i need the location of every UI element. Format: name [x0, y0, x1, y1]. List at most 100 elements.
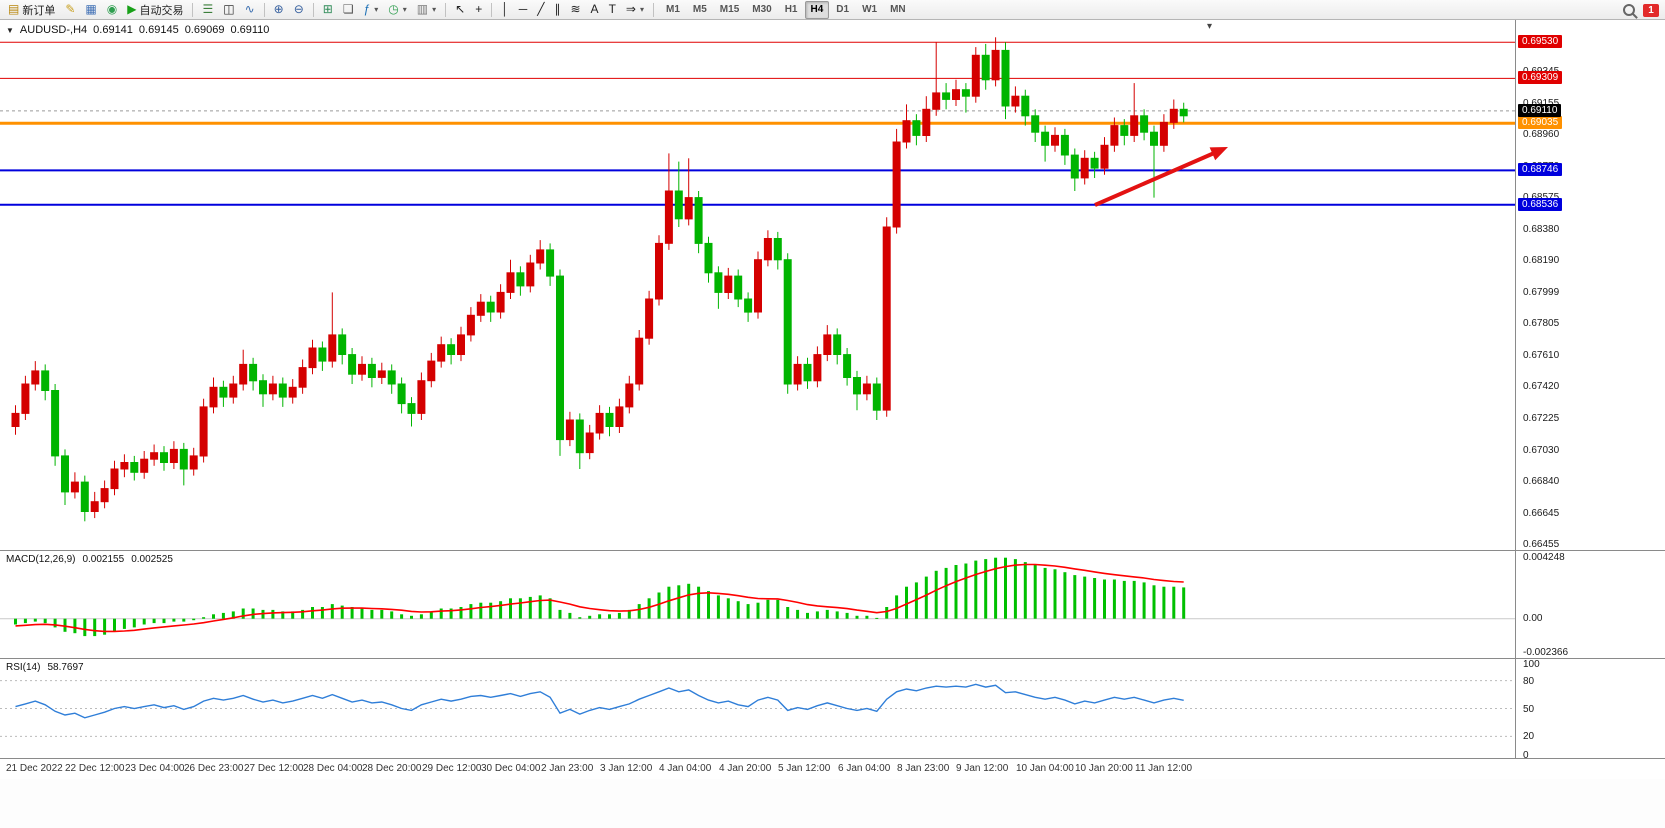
cursor-button[interactable]: ↖	[450, 0, 470, 19]
rsi-tick: 80	[1523, 676, 1535, 687]
chart-ohlc-info: ▼ AUDUSD-,H4 0.69141 0.69145 0.69069 0.6…	[6, 24, 269, 36]
templates-button[interactable]: ▥ ▾	[412, 0, 441, 19]
price-line-badge: 0.68746	[1518, 163, 1563, 176]
rsi-value: 58.7697	[47, 662, 84, 673]
time-label: 3 Jan 12:00	[600, 763, 653, 774]
price-tick: 0.67610	[1523, 350, 1560, 361]
time-label: 27 Dec 12:00	[244, 763, 304, 774]
time-label: 29 Dec 12:00	[422, 763, 482, 774]
cascade-windows-icon: ❏	[342, 2, 354, 16]
refresh-icon: ◉	[106, 2, 118, 16]
trendline-button[interactable]: ╱	[532, 0, 549, 19]
price-tick: 0.67225	[1523, 413, 1560, 424]
caret-down-icon: ▾	[639, 5, 644, 14]
metaeditor-button[interactable]: ✎	[60, 0, 80, 19]
chart-symbol-label: AUDUSD-,H4	[19, 24, 88, 36]
macd-tick: 0.004248	[1523, 552, 1565, 563]
timeframe-D1[interactable]: D1	[836, 3, 850, 15]
chart-area: ▼ AUDUSD-,H4 0.69141 0.69145 0.69069 0.6…	[0, 20, 1665, 828]
price-tick: 0.66840	[1523, 476, 1560, 487]
timeframe-MN[interactable]: MN	[890, 3, 906, 15]
timeframe-M30[interactable]: M30	[752, 3, 772, 15]
autotrading-button[interactable]: ▶ 自动交易	[122, 0, 188, 19]
time-label: 8 Jan 23:00	[897, 763, 950, 774]
one-click-trading-toggle[interactable]: ▼	[6, 25, 14, 35]
time-axis[interactable]: 21 Dec 2022 22 Dec 12:00 23 Dec 04:00 26 De…	[0, 758, 1665, 779]
periods-button[interactable]: ◷ ▾	[383, 0, 412, 19]
toolbar-separator	[491, 2, 493, 17]
current-price-badge: 0.69110	[1518, 104, 1562, 117]
zoom-out-button[interactable]: ⊖	[289, 0, 309, 19]
trendline-icon: ╱	[537, 2, 545, 16]
price-tick: 0.67999	[1523, 287, 1560, 298]
cursor-icon: ↖	[455, 2, 466, 16]
market-watch-button[interactable]: ▦	[80, 0, 101, 19]
timeframe-W1[interactable]: W1	[862, 3, 878, 15]
macd-chart[interactable]	[0, 551, 1515, 658]
timeframe-H4[interactable]: H4	[804, 0, 830, 19]
label-button[interactable]: T	[604, 0, 621, 19]
timeframe-M5[interactable]: M5	[692, 3, 707, 15]
price-tick: 0.66645	[1523, 508, 1560, 519]
channel-button[interactable]: ∥	[549, 0, 565, 19]
market-watch-icon: ▦	[85, 2, 97, 16]
toolbar: ▤ 新订单 ✎ ▦ ◉ ▶ 自动交易 ☰ ◫ ∿ ⊕ ⊖ ⊞ ❏ ƒ ▾ ◷ ▾ ▥ ▾ ↖ + │ ─ ╱ ∥ ≋ A T ⇒ ▾ M1 M5…	[0, 0, 1665, 20]
candlestick-chart[interactable]	[0, 20, 1515, 550]
toolbar-groups: ▤ 新订单 ✎ ▦ ◉ ▶ 自动交易 ☰ ◫ ∿ ⊕ ⊖ ⊞ ❏ ƒ ▾ ◷ ▾ ▥ ▾ ↖ + │ ─ ╱ ∥ ≋ A T ⇒ ▾ M1 M5…	[3, 0, 912, 19]
timeframe-toolbar: M1 M5 M15 M30 H1 H4 D1 W1 MN	[660, 0, 912, 19]
channel-icon: ∥	[554, 2, 561, 16]
horizontal-line-icon: ─	[518, 2, 528, 16]
time-label: 11 Jan 12:00	[1135, 763, 1193, 774]
price-line-badge: 0.69309	[1518, 71, 1563, 84]
timeframe-M1[interactable]: M1	[665, 3, 680, 15]
time-label: 6 Jan 04:00	[838, 763, 891, 774]
search-icon[interactable]	[1623, 4, 1635, 16]
fibonacci-button[interactable]: ≋	[565, 0, 585, 19]
text-button[interactable]: A	[586, 0, 604, 19]
rsi-tick: 100	[1523, 659, 1540, 670]
time-label: 28 Dec 20:00	[362, 763, 422, 774]
horizontal-line-button[interactable]: ─	[514, 0, 533, 19]
rsi-panel: RSI(14) 58.7697 100 80 50 20 0	[0, 658, 1665, 761]
refresh-button[interactable]: ◉	[102, 0, 122, 19]
chart-high-value: 0.69145	[138, 24, 179, 36]
timeframe-M15[interactable]: M15	[719, 3, 740, 15]
tile-windows-button[interactable]: ⊞	[318, 0, 338, 19]
new-order-button[interactable]: ▤ 新订单	[3, 0, 60, 19]
price-tick: 0.67805	[1523, 318, 1560, 329]
candlestick-icon: ◫	[223, 2, 235, 16]
label-icon: T	[608, 2, 616, 16]
time-label: 5 Jan 12:00	[778, 763, 831, 774]
indicators-button[interactable]: ƒ ▾	[359, 0, 384, 19]
price-tick: 0.67030	[1523, 445, 1560, 456]
crosshair-button[interactable]: +	[470, 0, 487, 19]
time-label: 4 Jan 04:00	[659, 763, 712, 774]
rsi-chart[interactable]	[0, 659, 1515, 758]
timeframe-H1[interactable]: H1	[784, 3, 798, 15]
rsi-name: RSI(14)	[6, 662, 41, 673]
rsi-tick: 50	[1523, 704, 1535, 715]
line-chart-button[interactable]: ∿	[240, 0, 260, 19]
macd-label: MACD(12,26,9) 0.002155 0.002525	[6, 554, 173, 565]
notification-badge[interactable]: 1	[1643, 3, 1659, 17]
arrow-tool-icon: ⇒	[625, 2, 636, 16]
time-label: 22 Dec 12:00	[65, 763, 125, 774]
vertical-line-icon: │	[501, 2, 509, 16]
zoom-out-icon: ⊖	[293, 2, 304, 16]
vertical-line-button[interactable]: │	[496, 0, 514, 19]
macd-name: MACD(12,26,9)	[6, 554, 76, 565]
macd-axis: 0.004248 0.00 -0.002366	[1515, 551, 1665, 658]
arrows-button[interactable]: ⇒ ▾	[621, 0, 649, 19]
price-line-badge: 0.69035	[1518, 116, 1563, 129]
time-label: 4 Jan 20:00	[719, 763, 772, 774]
macd-signal-value: 0.002525	[131, 554, 173, 565]
template-icon: ▥	[416, 2, 429, 16]
cascade-windows-button[interactable]: ❏	[338, 0, 359, 19]
bar-chart-button[interactable]: ☰	[197, 0, 218, 19]
toolbar-separator	[192, 2, 194, 17]
zoom-in-button[interactable]: ⊕	[269, 0, 289, 19]
candlestick-chart-button[interactable]: ◫	[218, 0, 239, 19]
chart-shift-marker[interactable]: ▾	[1207, 21, 1213, 32]
rsi-label: RSI(14) 58.7697	[6, 662, 84, 673]
